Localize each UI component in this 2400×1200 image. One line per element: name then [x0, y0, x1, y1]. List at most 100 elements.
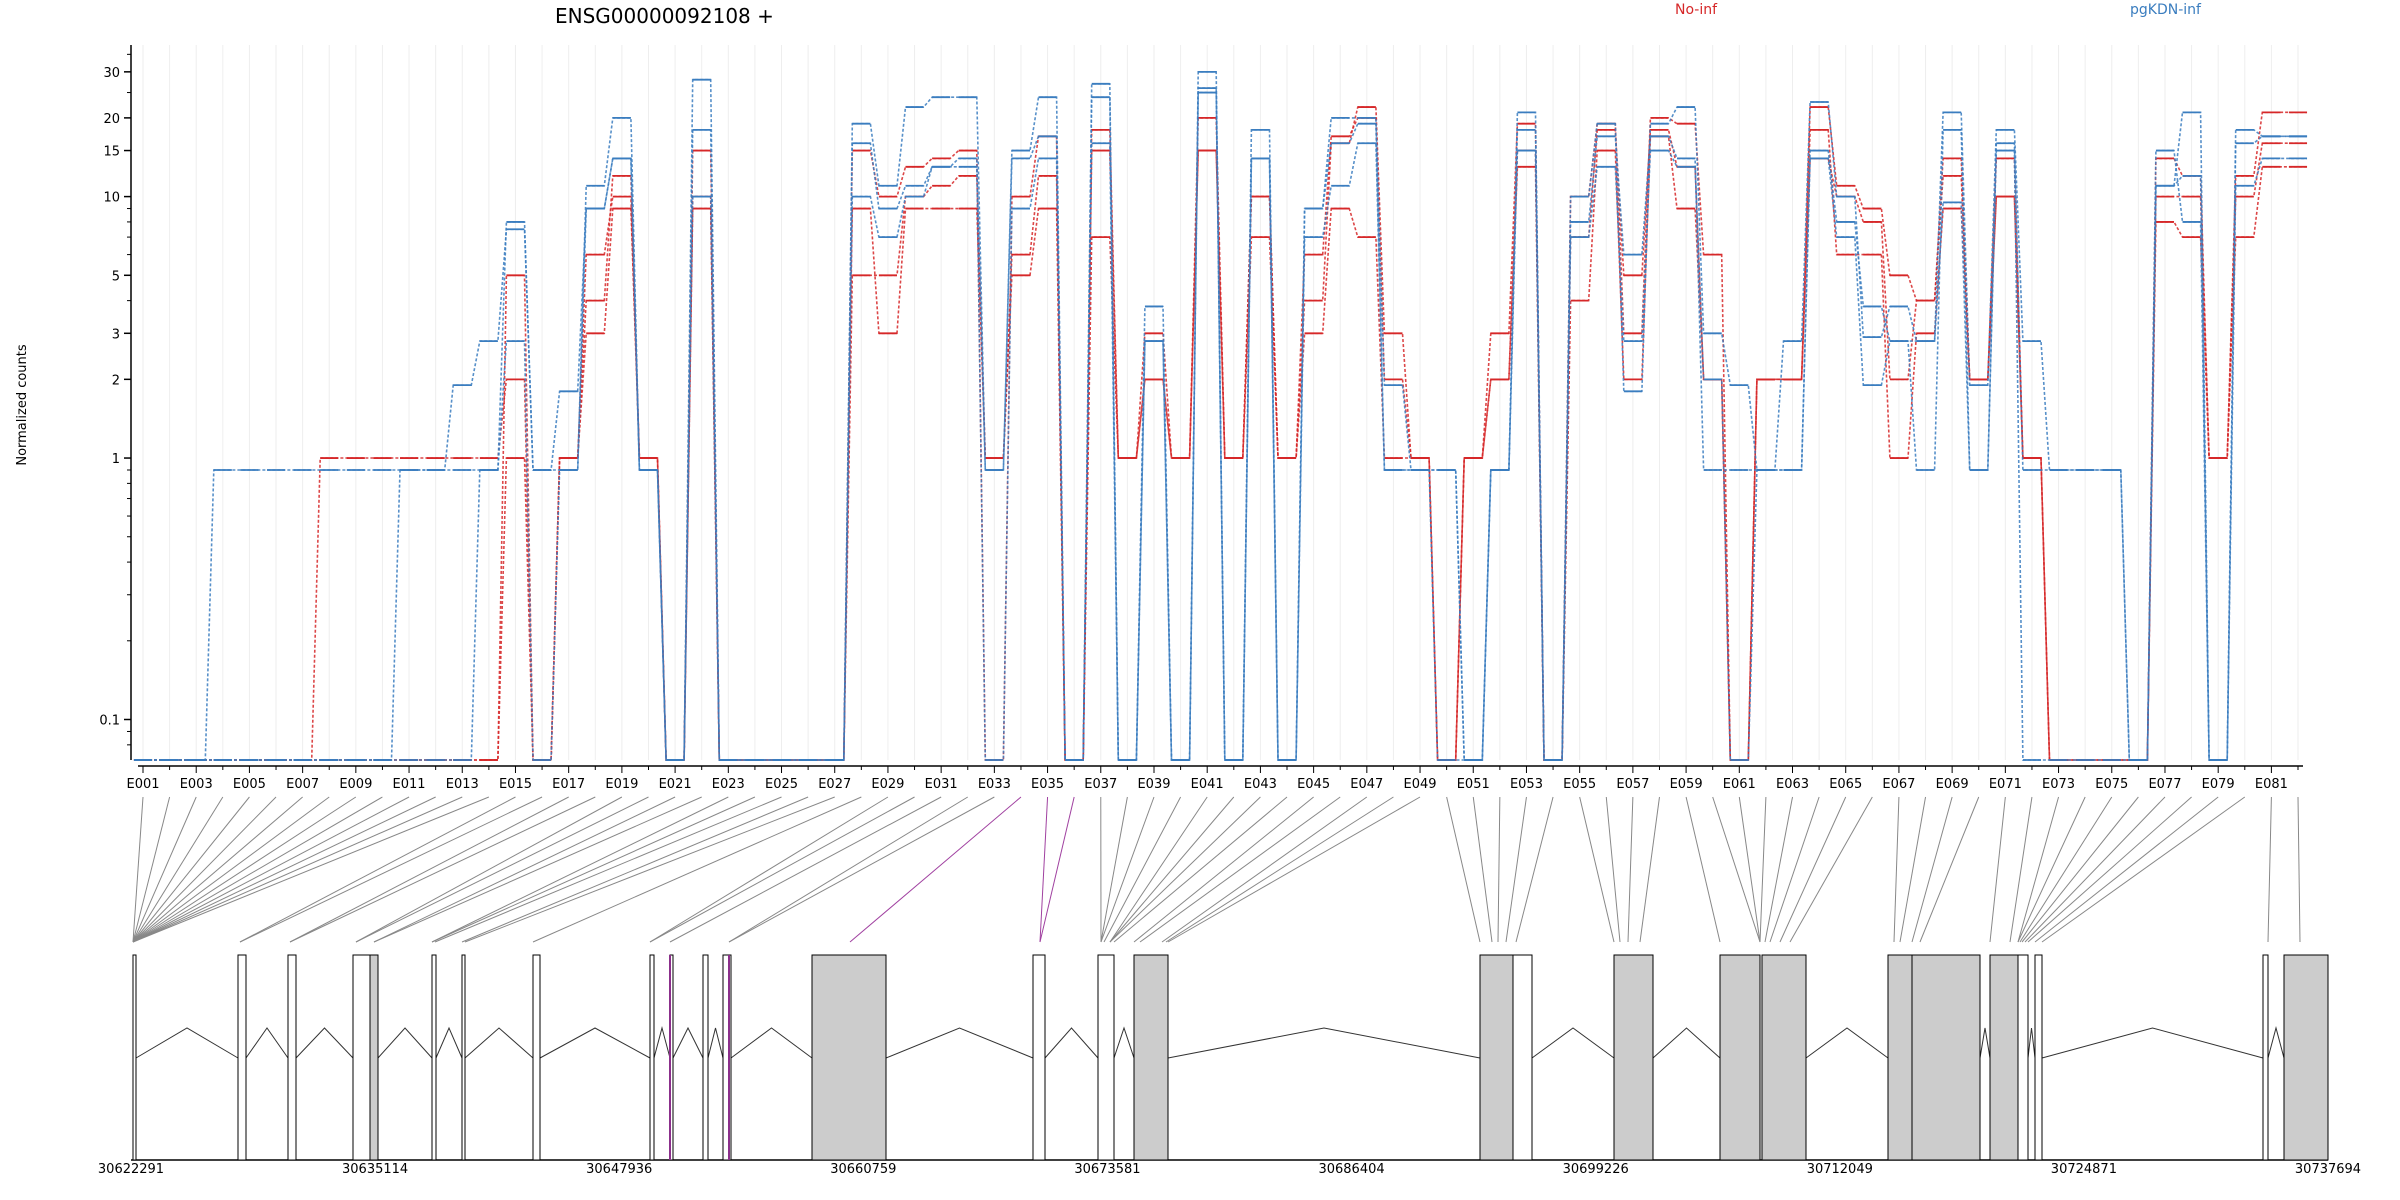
connector-line	[1605, 796, 1621, 943]
coordinate-label: 30673581	[1074, 1162, 1140, 1177]
intron-line	[1113, 1026, 1135, 1059]
connector-line	[373, 796, 702, 943]
intron-line	[1979, 1027, 1991, 1059]
x-tick-label: E075	[2095, 777, 2128, 792]
connector-line	[1446, 796, 1481, 943]
x-tick-label: E053	[1510, 777, 1543, 792]
connector-line	[1103, 796, 1182, 943]
intron-line	[1044, 1027, 1099, 1059]
exon-box	[811, 954, 887, 1161]
intron-line	[245, 1027, 289, 1059]
connector-line	[669, 796, 942, 943]
connector-line	[1133, 796, 1314, 943]
gridlines	[142, 45, 2299, 760]
connector-line	[2017, 796, 2086, 943]
connector-line	[1764, 796, 1793, 943]
connector-line	[1899, 796, 1927, 943]
intron-line	[2027, 1027, 2036, 1059]
y-tick-label: 20	[103, 112, 120, 127]
connector-line	[132, 796, 436, 943]
exon-box	[1032, 954, 1046, 1161]
x-tick-label: E027	[818, 777, 851, 792]
x-axis: E001 E003 E005 E007 E009 E011 E013 E015 E017 E019…	[126, 765, 2303, 792]
connector-line	[132, 796, 144, 943]
connector-line	[1685, 796, 1721, 943]
connector-line	[1515, 796, 1554, 943]
y-tick-label: 1	[112, 452, 120, 467]
connector-line	[1989, 796, 2006, 943]
intron-line	[1531, 1027, 1615, 1059]
y-tick-label: 5	[112, 269, 120, 284]
series-line	[134, 91, 2307, 761]
x-tick-label: E007	[286, 777, 319, 792]
intron-line	[1167, 1027, 1481, 1059]
x-tick-label: E067	[1882, 777, 1915, 792]
genomic-coordinate-axis: 30622291 30635114 30647936 30660759 30673581…	[98, 1162, 2361, 1177]
intron-line	[885, 1027, 1034, 1059]
exon-box	[2034, 954, 2043, 1161]
connector-line	[1100, 796, 1155, 943]
intron-line	[1652, 1027, 1721, 1059]
coordinate-label: 30635114	[342, 1162, 408, 1177]
coordinate-label: 30660759	[830, 1162, 896, 1177]
exon-box	[352, 954, 371, 1161]
connector-line	[649, 796, 915, 943]
connector-line	[1161, 796, 1368, 943]
y-tick-label: 10	[103, 191, 120, 206]
connector-line	[728, 796, 995, 943]
legend-entry-no-inf: No-inf	[1675, 2, 1718, 18]
connector-line	[1139, 796, 1341, 943]
exon-box	[132, 954, 137, 1161]
x-tick-label: E071	[1989, 777, 2022, 792]
series-line	[134, 117, 2307, 761]
connector-line	[132, 796, 490, 943]
x-tick-label: E005	[233, 777, 266, 792]
exon-box	[2283, 954, 2329, 1161]
connector-line	[1505, 796, 1527, 943]
connector-line	[2021, 796, 2139, 943]
x-tick-label: E065	[1829, 777, 1862, 792]
connector-line	[355, 796, 623, 943]
exon-box	[1989, 954, 2019, 1161]
gene-model	[131, 954, 2329, 1161]
connector-line	[132, 796, 197, 943]
y-tick-label: 15	[103, 145, 120, 160]
series-line	[134, 87, 2307, 761]
exon-box	[1911, 954, 1981, 1161]
x-tick-label: E013	[446, 777, 479, 792]
connector-line	[355, 796, 649, 943]
connector-line	[431, 796, 756, 943]
connector-line	[373, 796, 676, 943]
connector-line	[1779, 796, 1847, 943]
y-axis-label: Normalized counts	[15, 344, 30, 466]
x-tick-label: E039	[1137, 777, 1170, 792]
connector-line	[1738, 796, 1761, 943]
intron-line	[135, 1027, 239, 1059]
x-tick-label: E063	[1776, 777, 1809, 792]
x-tick-label: E051	[1457, 777, 1490, 792]
x-tick-label: E033	[978, 777, 1011, 792]
x-tick-label: E017	[552, 777, 585, 792]
connector-line	[1165, 796, 1394, 943]
connector-line	[2267, 796, 2272, 943]
connector-line	[132, 796, 357, 943]
x-tick-label: E049	[1404, 777, 1437, 792]
y-tick-label: 30	[103, 66, 120, 81]
intron-line	[707, 1027, 724, 1059]
connector-line	[2027, 796, 2192, 943]
connector-line	[239, 796, 516, 943]
x-tick-label: E057	[1616, 777, 1649, 792]
x-tick-label: E011	[393, 777, 426, 792]
connector-line	[132, 796, 410, 943]
connector-line	[1639, 796, 1660, 943]
y-tick-label: 0.1	[99, 713, 120, 728]
exon-box	[1479, 954, 1514, 1161]
connector-line	[2009, 796, 2033, 943]
x-tick-label: E045	[1297, 777, 1330, 792]
x-tick-label: E025	[765, 777, 798, 792]
intron-line	[653, 1026, 671, 1059]
connector-line	[132, 796, 463, 943]
connector-line	[132, 796, 250, 943]
coordinate-label: 30622291	[98, 1162, 164, 1177]
